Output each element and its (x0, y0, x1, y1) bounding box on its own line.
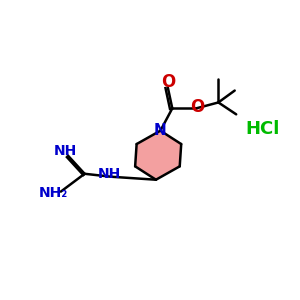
Text: HCl: HCl (246, 120, 280, 138)
Polygon shape (135, 131, 181, 180)
Text: NH: NH (98, 167, 122, 182)
Text: NH₂: NH₂ (39, 186, 68, 200)
Text: NH: NH (54, 145, 77, 158)
Text: N: N (154, 123, 167, 138)
Text: O: O (161, 73, 175, 91)
Text: O: O (190, 98, 205, 116)
